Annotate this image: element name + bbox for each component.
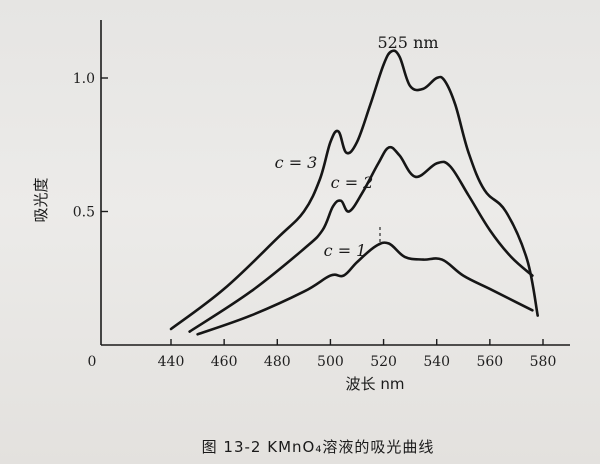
series-label-c3: c = 3: [275, 153, 318, 172]
series-line-c1: [196, 241, 534, 336]
series-label-c1: c = 1: [324, 241, 367, 260]
y-tick-label: 1.0: [73, 71, 95, 87]
y-ticks: 0.5 1.0: [73, 71, 108, 221]
x-tick-label: 460: [211, 354, 238, 370]
x-tick-label: 540: [423, 354, 450, 370]
x-tick-label: 520: [370, 354, 397, 370]
x-tick-label: 440: [158, 354, 185, 370]
x-axis-title: 波长 nm: [346, 375, 405, 393]
peak-annotation: 525 nm: [377, 33, 438, 52]
y-axis-title: 吸光度: [32, 177, 50, 222]
x-tick-label: 580: [530, 354, 557, 370]
x-tick-label: 560: [476, 354, 503, 370]
x-tick-label: 500: [317, 354, 344, 370]
figure-caption: 图 13-2 KMnO₄溶液的吸光曲线: [202, 438, 435, 456]
y-tick-label: 0.5: [73, 205, 95, 221]
series-label-c2: c = 2: [331, 173, 374, 192]
x-ticks: 440 460 480 500 520 540 560 580: [158, 339, 557, 370]
series-line-c3: [169, 49, 539, 331]
series-group: [169, 49, 539, 336]
series-line-c2: [188, 145, 534, 333]
x-tick-label: 480: [264, 354, 291, 370]
origin-label: 0: [88, 354, 97, 370]
